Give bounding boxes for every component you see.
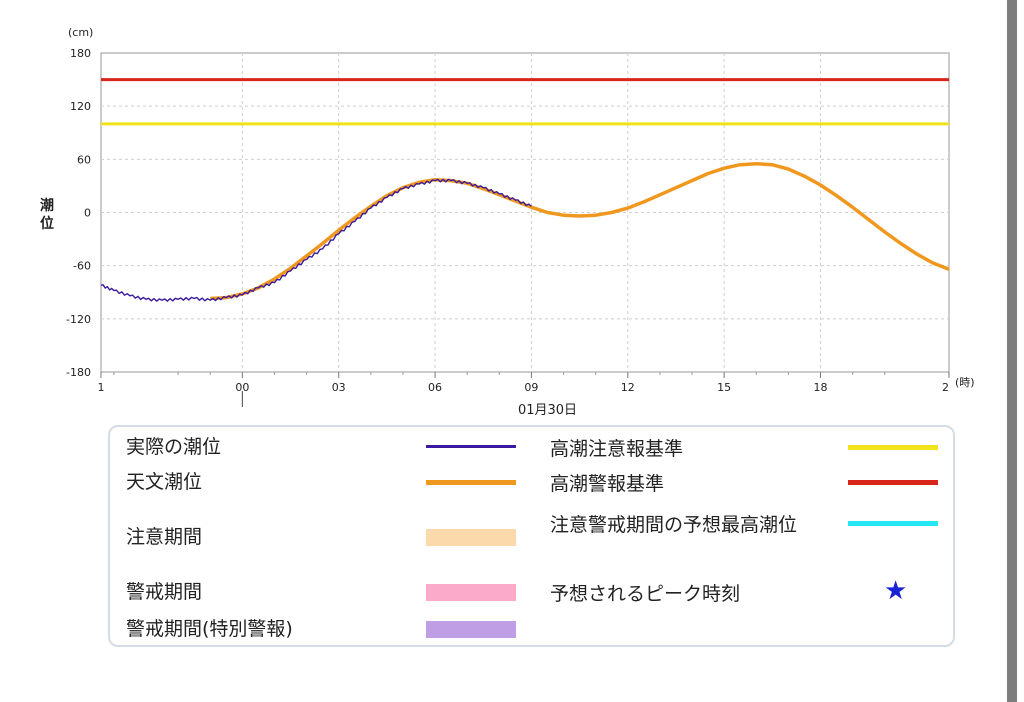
y-tick-label: -180 xyxy=(66,366,91,379)
y-axis-ticks: 180 120 60 0 -60 -120 -180 xyxy=(66,47,91,379)
legend-label: 注意期間 xyxy=(126,526,203,548)
legend-label: 高潮注意報基準 xyxy=(550,438,684,460)
y-axis-label: 潮位 xyxy=(40,197,54,232)
legend-label: 警戒期間 xyxy=(126,581,203,603)
legend-line-swatch xyxy=(848,479,938,485)
x-tick-label: 15 xyxy=(717,381,731,394)
grid xyxy=(101,53,949,372)
x-tick-label: 12 xyxy=(621,381,635,394)
x-tick-label: 1 xyxy=(98,381,105,394)
tide-chart: 180 120 60 0 -60 -120 -180 1 00 03 06 09 12 15 18 2 (c… xyxy=(40,26,975,418)
y-axis-label-char: 位 xyxy=(40,215,54,232)
y-tick-label: 120 xyxy=(70,100,91,113)
legend-band-swatch xyxy=(426,583,516,601)
legend-label: 天文潮位 xyxy=(126,471,203,493)
legend-label: 高潮警報基準 xyxy=(550,473,665,495)
x-tick-label: 2 xyxy=(942,381,949,394)
legend-band-swatch xyxy=(426,528,516,546)
x-tick-label: 18 xyxy=(814,381,828,394)
legend-label: 実際の潮位 xyxy=(126,436,222,458)
star-icon: ★ xyxy=(884,576,908,606)
legend-line-swatch xyxy=(426,479,516,485)
legend-band-swatch xyxy=(426,620,516,638)
y-tick-label: 60 xyxy=(77,153,91,166)
actual-tide-line xyxy=(100,178,532,302)
legend-label: 警戒期間(特別警報) xyxy=(126,618,293,640)
legend: 実際の潮位天文潮位注意期間警戒期間警戒期間(特別警報) 高潮注意報基準 高潮警報基準… xyxy=(108,425,955,647)
date-label: 01月30日 xyxy=(518,403,577,418)
astronomical-tide-line xyxy=(210,162,950,301)
legend-label: 予想されるピーク時刻 xyxy=(550,583,741,605)
y-tick-label: -120 xyxy=(66,313,91,326)
legend-line-swatch xyxy=(848,444,938,450)
x-tick-label: 09 xyxy=(524,381,538,394)
x-tick-label: 00 xyxy=(235,381,249,394)
legend-line-swatch xyxy=(848,520,938,526)
y-axis-unit: (cm) xyxy=(68,26,93,39)
series-lines xyxy=(100,162,950,302)
threshold-lines xyxy=(101,78,949,126)
x-axis-unit: (時) xyxy=(955,376,975,389)
y-tick-label: -60 xyxy=(73,260,91,273)
x-tick-label: 06 xyxy=(428,381,442,394)
scrollbar-thumb[interactable] xyxy=(1007,0,1017,702)
y-tick-label: 180 xyxy=(70,47,91,60)
legend-label: 注意警戒期間の予想最高潮位 xyxy=(550,514,798,536)
legend-line-swatch xyxy=(426,444,516,448)
x-axis-ticks: 1 00 03 06 09 12 15 18 2 xyxy=(98,372,950,394)
x-tick-label: 03 xyxy=(332,381,346,394)
y-axis-label-char: 潮 xyxy=(40,197,54,214)
y-tick-label: 0 xyxy=(84,207,91,220)
